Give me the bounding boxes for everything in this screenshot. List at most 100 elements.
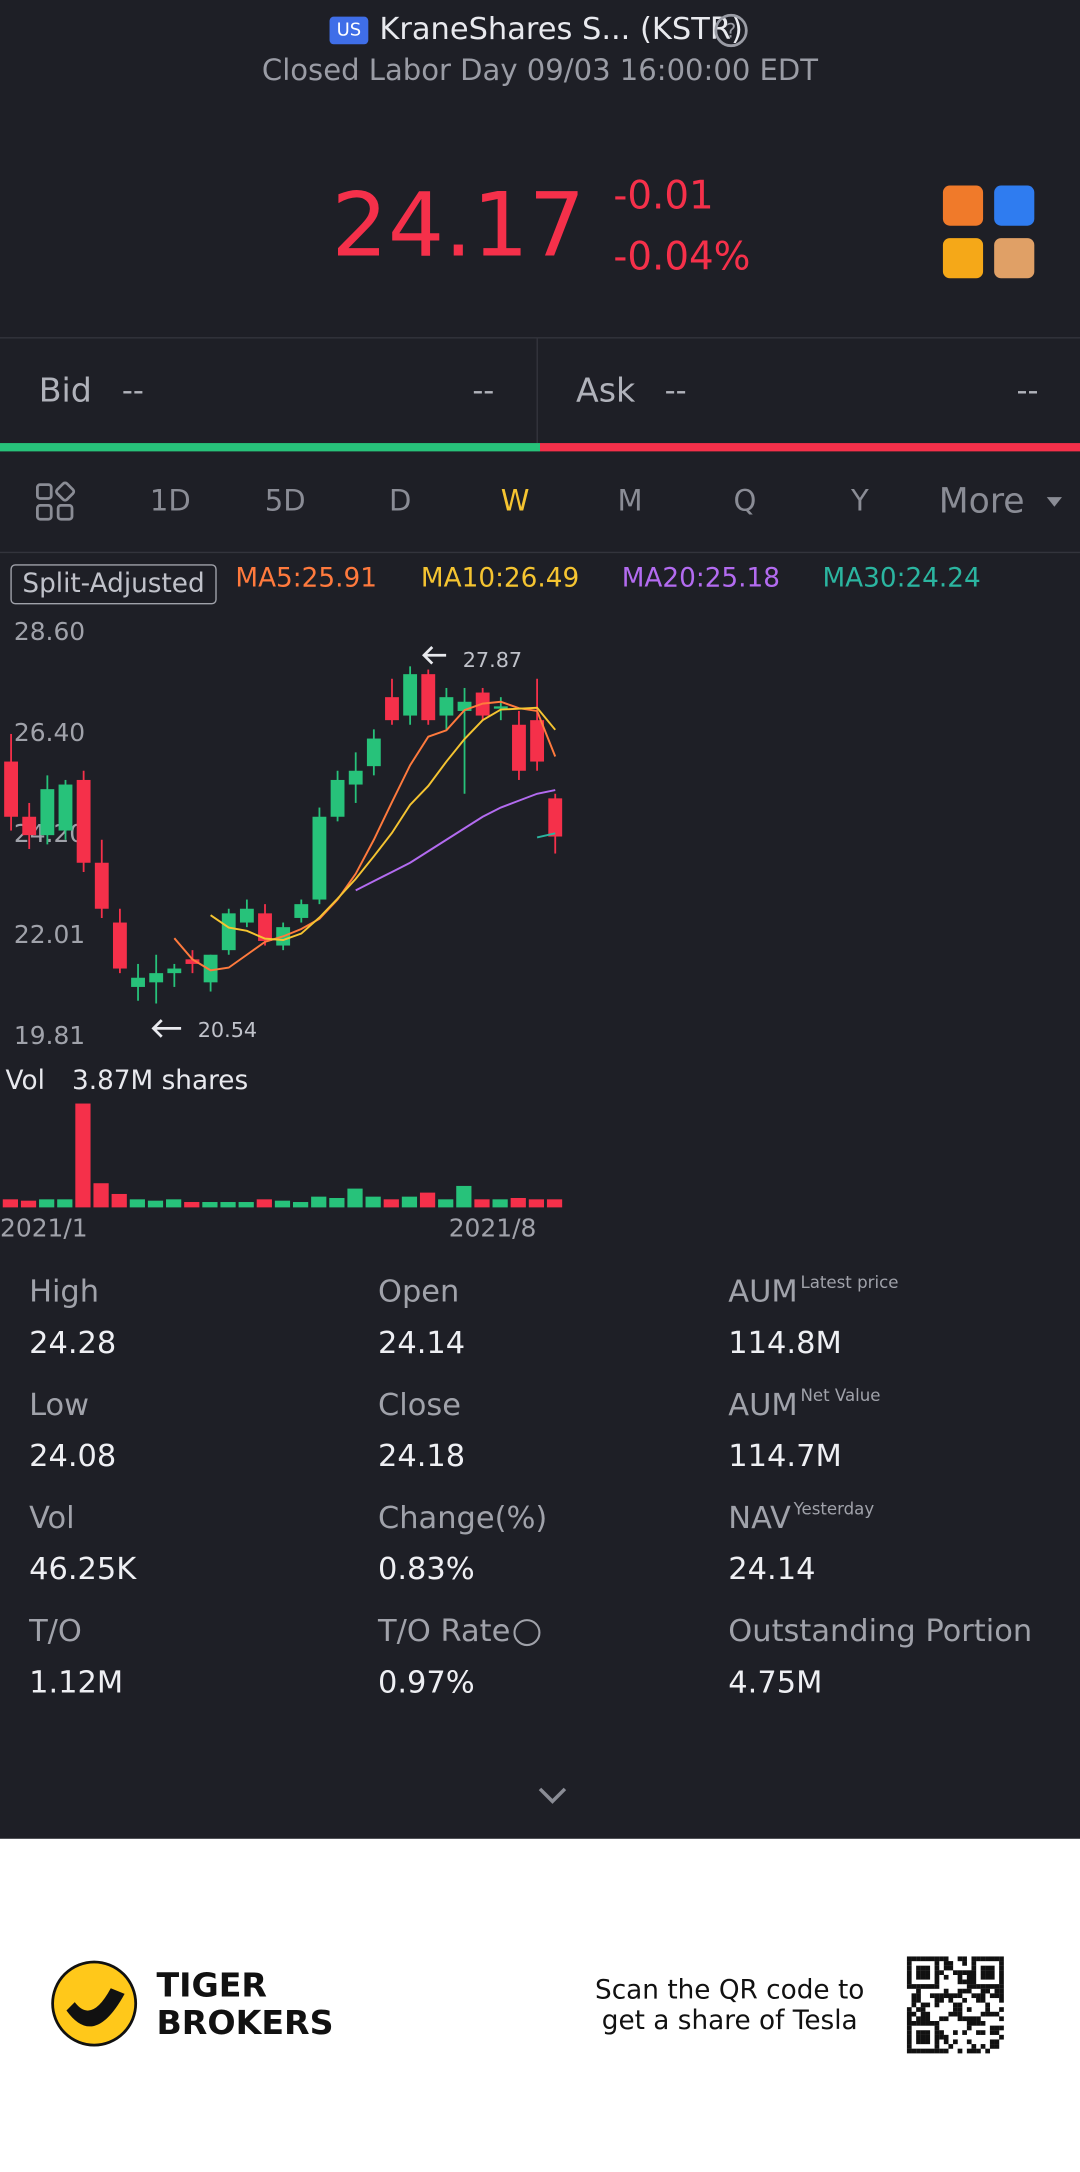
qr-cell: [999, 1984, 1004, 1989]
candle-body: [185, 959, 200, 964]
qr-cell: [906, 2016, 912, 2022]
tab[interactable]: D: [389, 484, 411, 518]
qr-cell: [948, 2011, 954, 2017]
stat-label: T/O Rate: [377, 1614, 510, 1649]
qr-cell: [943, 1988, 949, 1994]
tab[interactable]: W: [501, 484, 530, 518]
qr-cell: [999, 1988, 1004, 1994]
tab[interactable]: 1D: [150, 484, 191, 518]
tab[interactable]: Q: [733, 484, 756, 518]
info-icon[interactable]: [513, 1619, 541, 1647]
qr-cell: [957, 2048, 963, 2054]
qr-cell: [989, 2044, 995, 2049]
layout-icon[interactable]: [36, 481, 76, 521]
tab[interactable]: M: [617, 484, 642, 518]
bid-size: --: [472, 373, 494, 408]
candle-body: [439, 697, 454, 716]
qr-cell: [999, 1979, 1004, 1985]
volume-bar: [39, 1199, 55, 1208]
candle-body: [203, 954, 218, 983]
candle-body: [421, 674, 436, 721]
stat-value: 24.14: [728, 1552, 815, 1587]
volume-readout: 3.87M shares: [72, 1066, 248, 1096]
qr-cell: [966, 2025, 972, 2031]
qr-cell: [916, 1956, 921, 1962]
volume-bar: [311, 1196, 327, 1208]
qr-cell: [916, 2030, 921, 2035]
tab[interactable]: More: [939, 482, 1025, 522]
bid-bar: [0, 443, 541, 452]
stat-value: 0.97%: [378, 1665, 475, 1700]
adjust-label[interactable]: Split-Adjusted: [22, 569, 204, 599]
x-tick-label: 2021/8: [449, 1214, 537, 1243]
candle-body: [548, 798, 563, 837]
qr-cell: [953, 2030, 958, 2035]
qr-cell: [980, 2021, 986, 2026]
candle-body: [403, 674, 418, 716]
qr-cell: [989, 2030, 995, 2035]
qr-cell: [916, 1984, 921, 1989]
dropdown-icon[interactable]: [1046, 497, 1062, 507]
qr-cell: [906, 1979, 912, 1985]
qr-cell: [953, 1993, 958, 1999]
qr-text: Scan the QR code to: [595, 1976, 864, 2006]
background: [0, 0, 1080, 1839]
qr-cell: [966, 2039, 972, 2045]
help-icon[interactable]: [714, 13, 748, 48]
tab[interactable]: 5D: [265, 484, 306, 518]
qr-cell: [943, 1974, 949, 1980]
qr-cell: [920, 1974, 926, 1980]
stat-value: 46.25K: [29, 1552, 137, 1587]
qr-cell: [976, 2021, 981, 2026]
qr-cell: [953, 2039, 958, 2045]
qr-cell: [906, 2011, 912, 2017]
volume-bar: [329, 1197, 345, 1208]
stock-name[interactable]: KraneShares S... (KSTR): [379, 12, 743, 47]
market-badge: [329, 16, 369, 45]
qr-cell: [934, 2048, 940, 2054]
qr-cell: [980, 1993, 986, 1999]
stat-value: 114.7M: [728, 1439, 841, 1474]
icon[interactable]: [942, 238, 984, 279]
tab[interactable]: Y: [850, 484, 869, 518]
qr-cell: [989, 2039, 995, 2045]
brand: BROKERS: [156, 2003, 333, 2042]
volume-bar: [510, 1197, 526, 1208]
qr-cell: [925, 2034, 931, 2040]
volume-bar: [292, 1202, 309, 1208]
icon[interactable]: [994, 185, 1035, 226]
qr-cell: [920, 2002, 926, 2008]
volume-bar: [383, 1199, 399, 1208]
adjust-box[interactable]: [10, 564, 217, 605]
volume-bar: [111, 1193, 127, 1208]
qr-cell: [980, 1970, 986, 1975]
candle-body: [167, 968, 182, 974]
stat-label: T/O: [28, 1614, 82, 1649]
qr-cell: [989, 1965, 995, 1971]
qr-cell: [943, 1956, 949, 1962]
qr-cell: [934, 2039, 940, 2045]
qr-cell: [925, 1965, 931, 1971]
icon[interactable]: [942, 185, 984, 226]
qr-cell: [994, 1984, 1000, 1989]
stat-label: Outstanding Portion: [728, 1614, 1032, 1649]
qr-cell: [934, 1970, 940, 1975]
qr-cell: [925, 2021, 931, 2026]
stat-value: 24.28: [29, 1326, 116, 1361]
icon[interactable]: [994, 238, 1035, 279]
qr-cell: [906, 2025, 912, 2031]
qr-cell: [966, 2021, 972, 2026]
qr-cell: [906, 2034, 912, 2040]
qr-cell: [980, 1974, 986, 1980]
expand[interactable]: [538, 1787, 567, 1804]
qr-cell: [939, 1956, 944, 1962]
qr-cell: [934, 2044, 940, 2049]
qr-cell: [985, 1970, 991, 1975]
qr-cell: [999, 1956, 1004, 1962]
y-tick-label: 22.01: [14, 920, 85, 949]
qr-cell: [934, 2030, 940, 2035]
qr-cell: [934, 2025, 940, 2031]
qr-cell: [911, 1993, 917, 1999]
qr-cell: [948, 2044, 954, 2049]
